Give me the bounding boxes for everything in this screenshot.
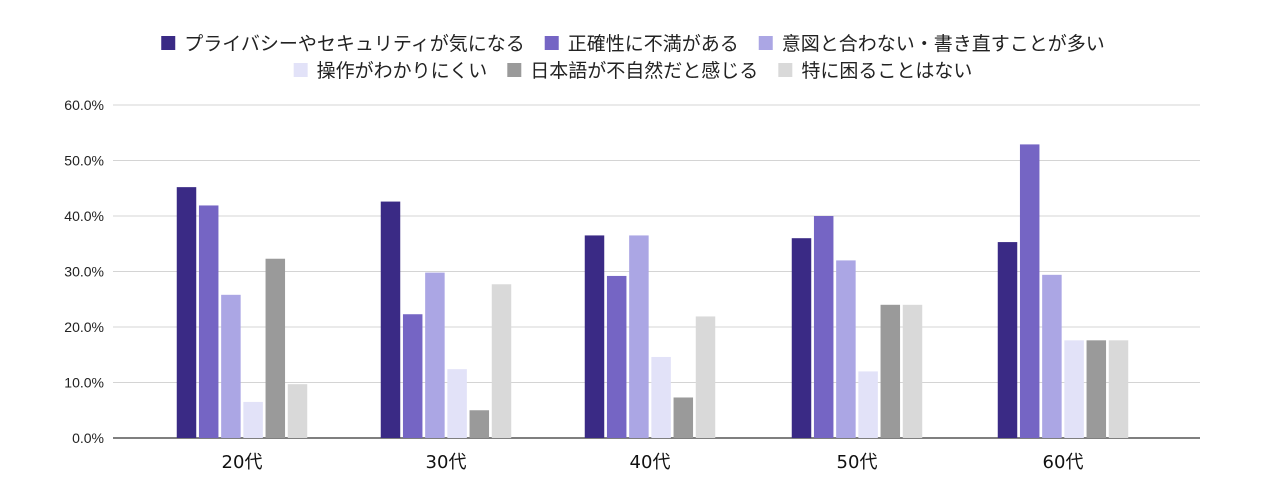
bar-40代-series-3 [629,235,649,438]
legend-item: 操作がわかりにくい [293,60,488,82]
bar-50代-series-1 [791,238,812,438]
bars [176,144,1129,438]
y-axis-ticks: 0.0% 10.0% 20.0% 30.0% 40.0% 50.0% 60.0% [64,97,104,446]
grid-lines [113,104,1200,439]
legend-item: プライバシーやセキュリティが気になる [161,33,525,55]
bar-40代-series-6 [695,316,716,438]
legend-label: 意図と合わない・書き直すことが多い [782,33,1105,55]
bar-30代-series-2 [402,314,423,438]
legend-item: 正確性に不満がある [544,33,739,55]
legend-swatch [778,63,793,77]
legend-swatch [293,63,308,77]
legend-label: プライバシーやセキュリティが気になる [184,33,524,55]
y-tick-label: 30.0% [64,264,104,280]
bar-30代-series-4 [447,369,467,438]
y-tick-label: 20.0% [64,319,104,335]
x-category-label: 60代 [1043,452,1084,473]
legend: プライバシーやセキュリティが気になる 正確性に不満がある 意図と合わない・書き直すこ… [161,33,1105,82]
legend-swatch [758,36,773,50]
bar-40代-series-5 [673,397,694,438]
bar-20代-series-3 [221,294,241,438]
bar-50代-series-6 [902,304,923,438]
legend-label: 操作がわかりにくい [317,60,488,82]
legend-item: 特に困ることはない [778,60,972,82]
y-tick-label: 40.0% [64,208,104,224]
bar-20代-series-1 [176,187,197,438]
bar-20代-series-6 [287,384,308,438]
x-axis-categories: 20代 30代 40代 50代 60代 [222,452,1084,473]
bar-20代-series-4 [243,401,263,438]
bar-60代-series-3 [1042,274,1062,438]
bar-40代-series-4 [651,356,671,438]
y-tick-label: 50.0% [64,153,104,169]
bar-60代-series-4 [1064,340,1084,438]
bar-40代-series-2 [606,275,627,438]
bar-30代-series-3 [425,272,445,438]
bar-40代-series-1 [584,235,605,438]
x-category-label: 30代 [426,452,467,473]
bar-30代-series-6 [491,284,512,438]
legend-swatch [507,63,522,77]
y-tick-label: 60.0% [64,97,104,113]
x-category-label: 20代 [222,452,263,473]
bar-30代-series-5 [469,410,490,438]
bar-20代-series-2 [198,205,219,438]
bar-50代-series-2 [813,216,834,438]
y-tick-label: 0.0% [72,430,104,446]
legend-swatch [544,36,559,50]
legend-item: 意図と合わない・書き直すことが多い [758,33,1105,55]
x-category-label: 40代 [630,452,671,473]
legend-swatch [161,36,176,50]
legend-label: 正確性に不満がある [568,33,739,55]
bar-50代-series-3 [836,260,856,438]
bar-60代-series-1 [997,242,1018,438]
bar-20代-series-5 [265,258,286,438]
bar-60代-series-6 [1108,340,1129,438]
bar-60代-series-2 [1019,144,1040,438]
bar-30代-series-1 [380,201,401,438]
legend-item: 日本語が不自然だと感じる [507,60,758,82]
legend-label: 特に困ることはない [801,60,972,82]
legend-label: 日本語が不自然だと感じる [530,60,758,82]
y-tick-label: 10.0% [64,375,104,391]
x-category-label: 50代 [837,452,878,473]
bar-60代-series-5 [1086,340,1107,438]
bar-50代-series-4 [858,371,878,438]
bar-50代-series-5 [880,304,901,438]
